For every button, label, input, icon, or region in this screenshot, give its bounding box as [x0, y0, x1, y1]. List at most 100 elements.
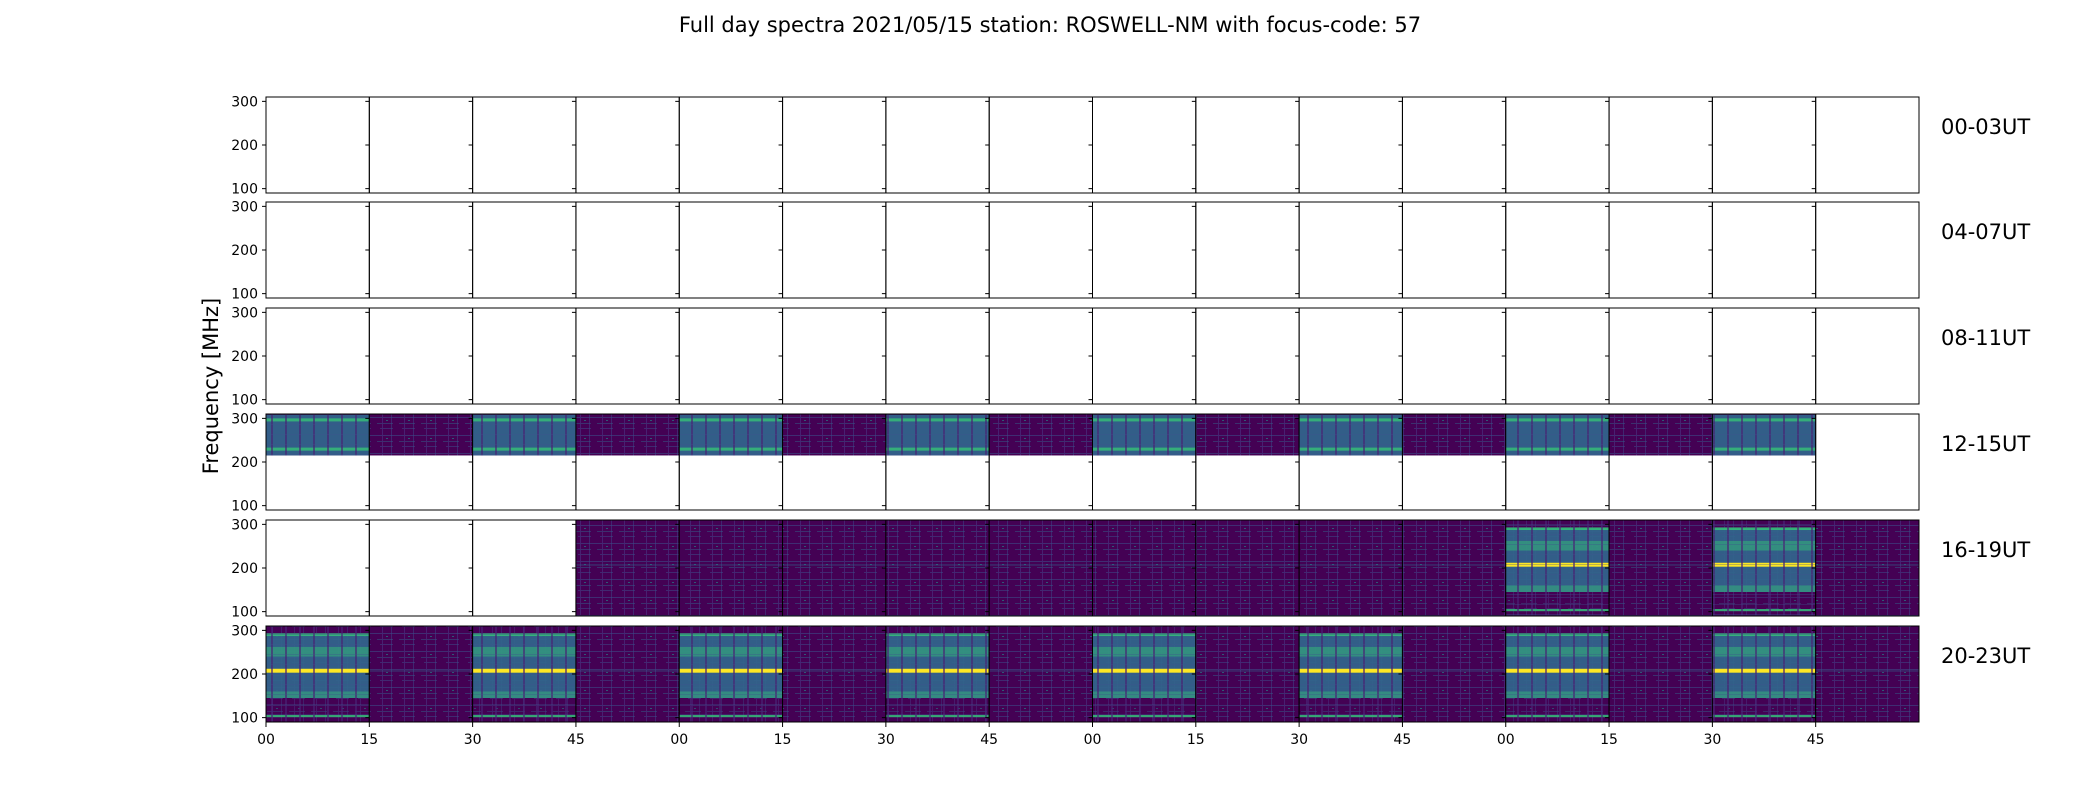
faint-line	[782, 670, 886, 672]
spectrum-noise	[369, 414, 473, 456]
spectrum-noise	[679, 520, 783, 616]
spectrum-panel	[985, 201, 1093, 299]
x-tick-label: 45	[567, 732, 585, 748]
spectrum-panel	[1605, 307, 1713, 405]
y-tick-label: 300	[231, 305, 258, 321]
x-tick-label: 15	[1600, 732, 1618, 748]
y-tick-label: 200	[231, 455, 258, 471]
y-tick-label: 300	[231, 199, 258, 215]
panel-frame	[988, 96, 1093, 194]
x-tick-label: 30	[1703, 732, 1721, 748]
spectrum-panel	[1811, 201, 1920, 299]
spectrum-panel	[881, 519, 990, 617]
faint-line	[1815, 564, 1919, 566]
spectrum-panel	[985, 519, 1093, 617]
spectrum-noise	[1299, 520, 1403, 616]
vertical-stripes	[1712, 626, 1816, 722]
vertical-stripes	[885, 414, 990, 456]
panel-frame	[265, 519, 370, 617]
spectrum-noise	[1402, 520, 1506, 616]
panel-frame	[1608, 307, 1713, 405]
spectrum-panel	[675, 307, 784, 405]
spectrum-panel	[778, 201, 887, 299]
spectrum-panel	[468, 96, 577, 194]
spectrum-noise	[1092, 520, 1196, 616]
spectrum-noise	[575, 414, 680, 456]
panel-frame	[782, 307, 887, 405]
vertical-stripes	[1092, 414, 1196, 456]
spectrum-panel	[365, 96, 474, 194]
spectrum-panel	[468, 307, 577, 405]
panel-frame	[1298, 201, 1403, 299]
x-tick-label: 30	[877, 732, 895, 748]
panel-frame	[1298, 307, 1403, 405]
y-tick-label: 300	[231, 517, 258, 533]
spectrum-panel	[365, 201, 474, 299]
x-tick-label: 45	[1807, 732, 1825, 748]
spectrum-panel	[1295, 413, 1403, 511]
spectrum-panel	[881, 201, 990, 299]
spectrum-panel	[1708, 519, 1817, 617]
spectrum-noise	[1402, 414, 1506, 456]
panel-frame	[1401, 96, 1507, 194]
spectrum-panel	[468, 625, 577, 723]
panel-frame	[988, 201, 1093, 299]
panel-frame	[472, 307, 577, 405]
spectrum-noise	[1195, 414, 1300, 456]
spectrum-noise	[1195, 520, 1300, 616]
spectrum-panel	[365, 625, 474, 723]
spectrum-panel	[1605, 413, 1713, 511]
spectrum-panel	[881, 96, 990, 194]
panel-frame	[1505, 96, 1610, 194]
panel-frame	[575, 201, 680, 299]
vertical-stripes	[266, 626, 370, 722]
vertical-stripes	[472, 626, 576, 722]
panel-frame	[472, 201, 577, 299]
panel-frame	[265, 96, 370, 194]
x-tick-label: 00	[1497, 732, 1515, 748]
x-tick-label: 15	[774, 732, 792, 748]
spectrum-panel	[1398, 625, 1507, 723]
x-tick-label: 45	[980, 732, 998, 748]
panel-frame	[1608, 201, 1713, 299]
y-tick-label: 200	[231, 667, 258, 683]
y-tick-label: 100	[231, 499, 258, 515]
panel-frame	[575, 96, 680, 194]
panel-frame	[1401, 201, 1507, 299]
y-axis-label: Frequency [MHz]	[199, 298, 223, 474]
spectrum-panel	[778, 625, 887, 723]
spectrum-panel	[1398, 519, 1507, 617]
vertical-stripes	[472, 414, 576, 456]
panel-frame	[1711, 201, 1817, 299]
panel-frame	[1815, 201, 1920, 299]
y-tick-label: 200	[231, 349, 258, 365]
y-tick-label: 200	[231, 138, 258, 154]
spectrum-panel	[1708, 201, 1817, 299]
spectrum-panel	[1501, 519, 1610, 617]
spectrum-panel	[675, 625, 784, 723]
spectrum-noise	[1402, 626, 1506, 722]
panel-frame	[885, 201, 990, 299]
spectrum-panel	[571, 519, 680, 617]
panel-frame	[782, 96, 887, 194]
spectrum-panel	[365, 307, 474, 405]
spectrum-panel	[1295, 307, 1403, 405]
x-tick-label: 30	[464, 732, 482, 748]
faint-line	[1092, 564, 1196, 566]
spectrum-noise	[575, 520, 680, 616]
faint-line	[989, 670, 1093, 672]
y-tick-label: 300	[231, 623, 258, 639]
spectrum-panel	[262, 625, 370, 723]
panel-frame	[368, 201, 474, 299]
spectrum-panel	[1088, 413, 1197, 511]
spectrum-panel	[1605, 625, 1713, 723]
spectrum-panel	[1398, 96, 1507, 194]
faint-line	[989, 564, 1093, 566]
y-tick-label: 300	[231, 94, 258, 110]
spectra-row: 100 200 300 20-23UT	[231, 623, 2030, 726]
vertical-stripes	[1712, 414, 1816, 456]
spectrum-panel	[1088, 201, 1197, 299]
spectrum-panel	[468, 201, 577, 299]
spectrum-noise	[782, 414, 886, 456]
